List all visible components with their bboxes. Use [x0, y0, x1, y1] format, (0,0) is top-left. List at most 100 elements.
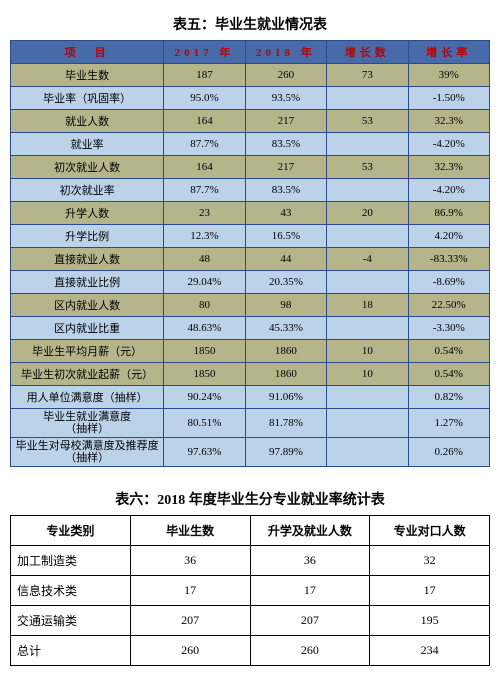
table5-cell-2018: 81.78%	[245, 409, 326, 438]
table6-row: 加工制造类363632	[11, 546, 490, 576]
table5-cell-inc: 18	[327, 294, 408, 317]
table5-cell-2018: 98	[245, 294, 326, 317]
table5-cell-2017: 87.7%	[164, 133, 245, 156]
table6-row-label: 交通运输类	[11, 606, 131, 636]
table5-title: 表五：毕业生就业情况表	[10, 14, 490, 34]
table5-cell-2017: 187	[164, 64, 245, 87]
table6-row: 信息技术类171717	[11, 576, 490, 606]
table5-row-label: 就业人数	[11, 110, 164, 133]
table5-row: 毕业生初次就业起薪（元）18501860100.54%	[11, 363, 490, 386]
table6-title: 表六：2018 年度毕业生分专业就业率统计表	[10, 489, 490, 509]
table5-cell-rate: -4.20%	[408, 179, 489, 202]
table5-row: 初次就业人数1642175332.3%	[11, 156, 490, 179]
table5-cell-2017: 80.51%	[164, 409, 245, 438]
table5-cell-inc: 73	[327, 64, 408, 87]
table5-cell-2018: 44	[245, 248, 326, 271]
table5-cell-2017: 87.7%	[164, 179, 245, 202]
table5-cell-2018: 260	[245, 64, 326, 87]
table5-cell-2018: 16.5%	[245, 225, 326, 248]
table5-row-label: 就业率	[11, 133, 164, 156]
table5-cell-rate: 86.9%	[408, 202, 489, 225]
table5-cell-inc	[327, 87, 408, 110]
table5-cell-rate: 22.50%	[408, 294, 489, 317]
table5-cell-rate: -4.20%	[408, 133, 489, 156]
table5-cell-2018: 217	[245, 156, 326, 179]
table5-cell-rate: -3.30%	[408, 317, 489, 340]
table6-header-row: 专业类别 毕业生数 升学及就业人数 专业对口人数	[11, 516, 490, 546]
table5-cell-rate: 39%	[408, 64, 489, 87]
table5-row-label: 初次就业率	[11, 179, 164, 202]
table5-row: 毕业生就业满意度（抽样）80.51%81.78% 1.27%	[11, 409, 490, 438]
table5-cell-2018: 43	[245, 202, 326, 225]
table5-cell-2017: 80	[164, 294, 245, 317]
table5-cell-2018: 83.5%	[245, 133, 326, 156]
table5-row: 毕业生数1872607339%	[11, 64, 490, 87]
table5-cell-inc	[327, 317, 408, 340]
table5-row: 毕业率（巩固率）95.0%93.5%-1.50%	[11, 87, 490, 110]
table6-h2: 升学及就业人数	[250, 516, 370, 546]
table6-cell-emp: 207	[250, 606, 370, 636]
table5-cell-2018: 217	[245, 110, 326, 133]
table5-cell-2018: 93.5%	[245, 87, 326, 110]
table5-row: 毕业生对母校满意度及推荐度（抽样）97.63%97.89%0.26%	[11, 438, 490, 467]
table5-cell-rate: 0.54%	[408, 363, 489, 386]
table6-cell-emp: 36	[250, 546, 370, 576]
table6-row-label: 加工制造类	[11, 546, 131, 576]
table5-cell-2017: 164	[164, 156, 245, 179]
table5-h2: 2018 年	[245, 41, 326, 64]
table5-row-label: 初次就业人数	[11, 156, 164, 179]
table5-row: 直接就业人数4844-4-83.33%	[11, 248, 490, 271]
table5-row-label: 毕业生初次就业起薪（元）	[11, 363, 164, 386]
table5-row: 升学比例12.3%16.5%4.20%	[11, 225, 490, 248]
table6-cell-grad: 36	[130, 546, 250, 576]
table6-cell-emp: 260	[250, 636, 370, 666]
table5-row: 就业率87.7%83.5% -4.20%	[11, 133, 490, 156]
table5-cell-rate: 32.3%	[408, 156, 489, 179]
table5-row: 升学人数23432086.9%	[11, 202, 490, 225]
table5-row-label: 毕业率（巩固率）	[11, 87, 164, 110]
table6-row: 交通运输类207207195	[11, 606, 490, 636]
table5-cell-2017: 29.04%	[164, 271, 245, 294]
table5-cell-2017: 1850	[164, 340, 245, 363]
table5-cell-2017: 164	[164, 110, 245, 133]
table6-h1: 毕业生数	[130, 516, 250, 546]
table5-cell-2017: 48	[164, 248, 245, 271]
table6: 专业类别 毕业生数 升学及就业人数 专业对口人数 加工制造类363632信息技术…	[10, 515, 490, 666]
table5-row-label: 毕业生平均月薪（元）	[11, 340, 164, 363]
table5-cell-rate: -1.50%	[408, 87, 489, 110]
table5-cell-2017: 48.63%	[164, 317, 245, 340]
table5-cell-inc	[327, 386, 408, 409]
table5-cell-2017: 97.63%	[164, 438, 245, 467]
table5-cell-2018: 97.89%	[245, 438, 326, 467]
table5-cell-inc	[327, 271, 408, 294]
table6-cell-match: 17	[370, 576, 490, 606]
table5-cell-rate: 0.26%	[408, 438, 489, 467]
table5-cell-rate: 1.27%	[408, 409, 489, 438]
table5-row-label: 毕业生就业满意度（抽样）	[11, 409, 164, 438]
table5-cell-rate: 0.54%	[408, 340, 489, 363]
table5-h4: 增长率	[408, 41, 489, 64]
table6-row-label: 总计	[11, 636, 131, 666]
table5-row-label: 用人单位满意度（抽样）	[11, 386, 164, 409]
table6-cell-grad: 207	[130, 606, 250, 636]
table5-row-label: 区内就业比重	[11, 317, 164, 340]
table6-cell-grad: 17	[130, 576, 250, 606]
table5-row: 初次就业率87.7%83.5% -4.20%	[11, 179, 490, 202]
table5-cell-2017: 90.24%	[164, 386, 245, 409]
table5-cell-inc: 20	[327, 202, 408, 225]
table5-cell-inc: 10	[327, 363, 408, 386]
table5-row-label: 直接就业比例	[11, 271, 164, 294]
table5-cell-rate: -8.69%	[408, 271, 489, 294]
table6-cell-emp: 17	[250, 576, 370, 606]
table6-cell-match: 234	[370, 636, 490, 666]
table6-row: 总计260260234	[11, 636, 490, 666]
table5-row-label: 升学比例	[11, 225, 164, 248]
table5-cell-rate: -83.33%	[408, 248, 489, 271]
table5-cell-2018: 83.5%	[245, 179, 326, 202]
table5-cell-inc	[327, 179, 408, 202]
table5-cell-2017: 23	[164, 202, 245, 225]
table5-row-label: 直接就业人数	[11, 248, 164, 271]
table5-cell-rate: 4.20%	[408, 225, 489, 248]
table5-cell-inc	[327, 409, 408, 438]
table6-cell-match: 32	[370, 546, 490, 576]
